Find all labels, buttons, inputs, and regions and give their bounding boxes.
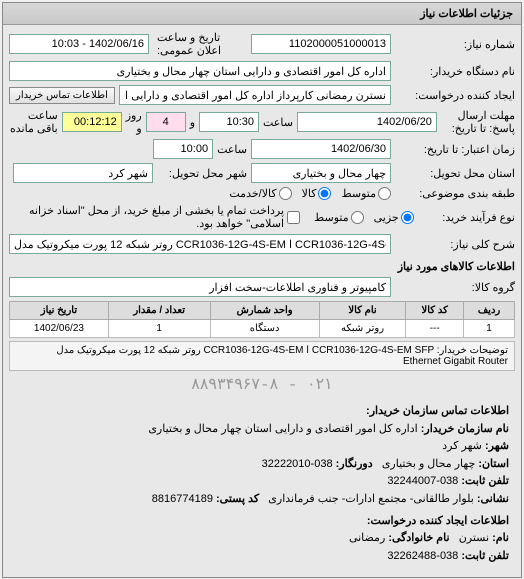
buyer-input[interactable]	[9, 61, 391, 81]
org-value: اداره کل امور اقتصادی و دارایی استان چها…	[148, 423, 417, 435]
deadline-label: مهلت ارسال پاسخ: تا تاریخ:	[441, 109, 515, 135]
col-qty: تعداد / مقدار	[108, 302, 210, 320]
at-label-1: ساعت	[263, 116, 293, 129]
deadline-time-input[interactable]	[199, 112, 259, 132]
cprov-value: چهار محال و بختیاری	[382, 458, 475, 470]
cprov-label: استان:	[478, 458, 509, 470]
remain-label: ساعت باقی مانده	[9, 109, 58, 135]
req-contact-title: اطلاعات ایجاد کننده درخواست:	[15, 513, 509, 531]
contact-title: اطلاعات تماس سازمان خریدار:	[15, 403, 509, 421]
radio-service[interactable]: کالا/خدمت	[229, 187, 291, 200]
col-date: تاریخ نیاز	[10, 302, 109, 320]
group-input[interactable]	[9, 277, 391, 297]
cell-qty: 1	[108, 320, 210, 338]
phone-label: تلفن ثابت:	[461, 475, 509, 487]
city-label: شهر محل تحویل:	[157, 167, 247, 180]
radio-partial[interactable]: جزیی	[374, 211, 414, 224]
col-row: ردیف	[464, 302, 515, 320]
cell-unit: دستگاه	[210, 320, 319, 338]
announce-input[interactable]	[9, 34, 149, 54]
post-value: 8816774189	[152, 493, 213, 505]
col-name: نام کالا	[319, 302, 406, 320]
province-input[interactable]	[251, 163, 391, 183]
table-row[interactable]: 1 --- روتر شبکه دستگاه 1 1402/06/23	[10, 320, 515, 338]
province-label: استان محل تحویل:	[395, 167, 515, 180]
keyword-label: شرح کلی نیاز:	[395, 238, 515, 251]
keyword-input[interactable]	[9, 234, 391, 254]
valid-date-input[interactable]	[251, 139, 391, 159]
treasury-checkbox[interactable]: پرداخت تمام یا بخشی از مبلغ خرید، از محل…	[9, 204, 300, 230]
name-label: نام:	[492, 532, 509, 544]
radio-full[interactable]: متوسط	[314, 211, 364, 224]
treasury-label: پرداخت تمام یا بخشی از مبلغ خرید، از محل…	[9, 204, 284, 230]
ccity-label: شهر:	[485, 440, 509, 452]
col-unit: واحد شمارش	[210, 302, 319, 320]
cell-rownum: 1	[464, 320, 515, 338]
goods-section-title: اطلاعات کالاهای مورد نیاز	[9, 260, 515, 273]
col-code: کد کالا	[406, 302, 464, 320]
req-no-label: شماره نیاز:	[395, 38, 515, 51]
remain-input[interactable]	[62, 112, 122, 132]
req-no-input[interactable]	[251, 34, 391, 54]
desc-label: توضیحات خریدار:	[437, 345, 508, 356]
pkgtype-label: طبقه بندی موضوعی:	[395, 187, 515, 200]
radio-total[interactable]: متوسط	[341, 187, 391, 200]
valid-time-input[interactable]	[153, 139, 213, 159]
buyer-label: نام دستگاه خریدار:	[395, 65, 515, 78]
post-label: کد پستی:	[216, 493, 259, 505]
deadline-date-input[interactable]	[297, 112, 437, 132]
fax-label: دورنگار:	[336, 458, 373, 470]
purchase-label: نوع فرآیند خرید:	[418, 211, 515, 224]
buyer-desc-box: توضیحات خریدار: روتر شبکه 12 پورت میکروت…	[9, 341, 515, 371]
table-header-row: ردیف کد کالا نام کالا واحد شمارش تعداد /…	[10, 302, 515, 320]
addr-value: بلوار طالقانی- مجتمع ادارات- جنب فرماندا…	[268, 493, 474, 505]
family-label: نام خانوادگی:	[388, 532, 449, 544]
cell-code: ---	[406, 320, 464, 338]
cell-name: روتر شبکه	[319, 320, 406, 338]
announce-label: تاریخ و ساعت اعلان عمومی:	[153, 31, 247, 57]
at-label-2: ساعت	[217, 143, 247, 156]
city-input[interactable]	[13, 163, 153, 183]
contact-block: اطلاعات تماس سازمان خریدار: نام سازمان خ…	[9, 397, 515, 571]
radio-goods[interactable]: کالا	[302, 187, 332, 200]
details-panel: جزئیات اطلاعات نیاز شماره نیاز: تاریخ و …	[2, 2, 522, 578]
family-value: رمضانی	[349, 532, 385, 544]
creator-label: ایجاد کننده درخواست:	[395, 89, 515, 102]
tel-value: 038-32262488	[387, 550, 458, 562]
purchase-radios: جزیی متوسط	[314, 211, 414, 224]
cell-date: 1402/06/23	[10, 320, 109, 338]
tel-label: تلفن ثابت:	[461, 550, 509, 562]
phone-value: 038-32244007	[387, 475, 458, 487]
addr-label: نشانی:	[477, 493, 509, 505]
org-label: نام سازمان خریدار:	[421, 423, 509, 435]
contact-buyer-button[interactable]: اطلاعات تماس خریدار	[9, 87, 115, 104]
name-value: نسترن	[459, 532, 489, 544]
goods-table: ردیف کد کالا نام کالا واحد شمارش تعداد /…	[9, 301, 515, 338]
fax-value: 038-32222010	[262, 458, 333, 470]
panel-title: جزئیات اطلاعات نیاز	[3, 3, 521, 25]
pkgtype-radios: متوسط کالا کالا/خدمت	[229, 187, 391, 200]
days-input[interactable]	[146, 112, 186, 132]
form-body: شماره نیاز: تاریخ و ساعت اعلان عمومی: نا…	[3, 25, 521, 577]
creator-input[interactable]	[119, 85, 391, 105]
group-label: گروه کالا:	[395, 281, 515, 294]
and-label: و	[190, 116, 195, 129]
ccity-value: شهر کرد	[442, 440, 482, 452]
day-and-label: روز و	[126, 109, 142, 135]
watermark: ۰۲۱ - ۸۸۹۳۴۹۶۷-۸	[9, 371, 515, 397]
valid-label: زمان اعتبار: تا تاریخ:	[395, 143, 515, 156]
